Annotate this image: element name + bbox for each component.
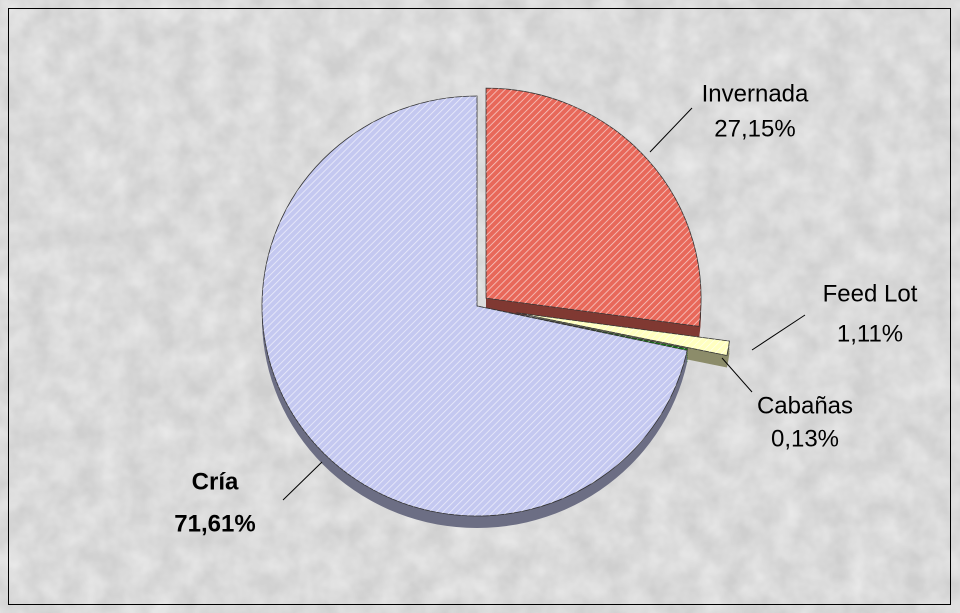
leader-line bbox=[751, 314, 806, 351]
value-label: 0,13% bbox=[771, 425, 839, 452]
value-label: 27,15% bbox=[714, 115, 795, 142]
slice-hatch bbox=[516, 312, 730, 356]
category-label: Invernada bbox=[702, 80, 809, 107]
category-label: Feed Lot bbox=[823, 280, 918, 307]
leader-line bbox=[282, 461, 323, 501]
slice-hatch bbox=[486, 88, 702, 327]
slice-hatch bbox=[261, 96, 688, 516]
category-label: Cría bbox=[192, 468, 239, 495]
leader-line bbox=[649, 107, 693, 153]
leader-line bbox=[721, 357, 753, 393]
pie bbox=[261, 87, 730, 529]
plot-frame bbox=[8, 8, 951, 605]
labels: Invernada 27,15% Feed Lot 1,11% Cabañas 0,13%… bbox=[174, 80, 917, 537]
value-label: 1,11% bbox=[837, 320, 903, 347]
value-label: 71,61% bbox=[174, 510, 255, 537]
category-label: Cabañas bbox=[757, 392, 853, 419]
